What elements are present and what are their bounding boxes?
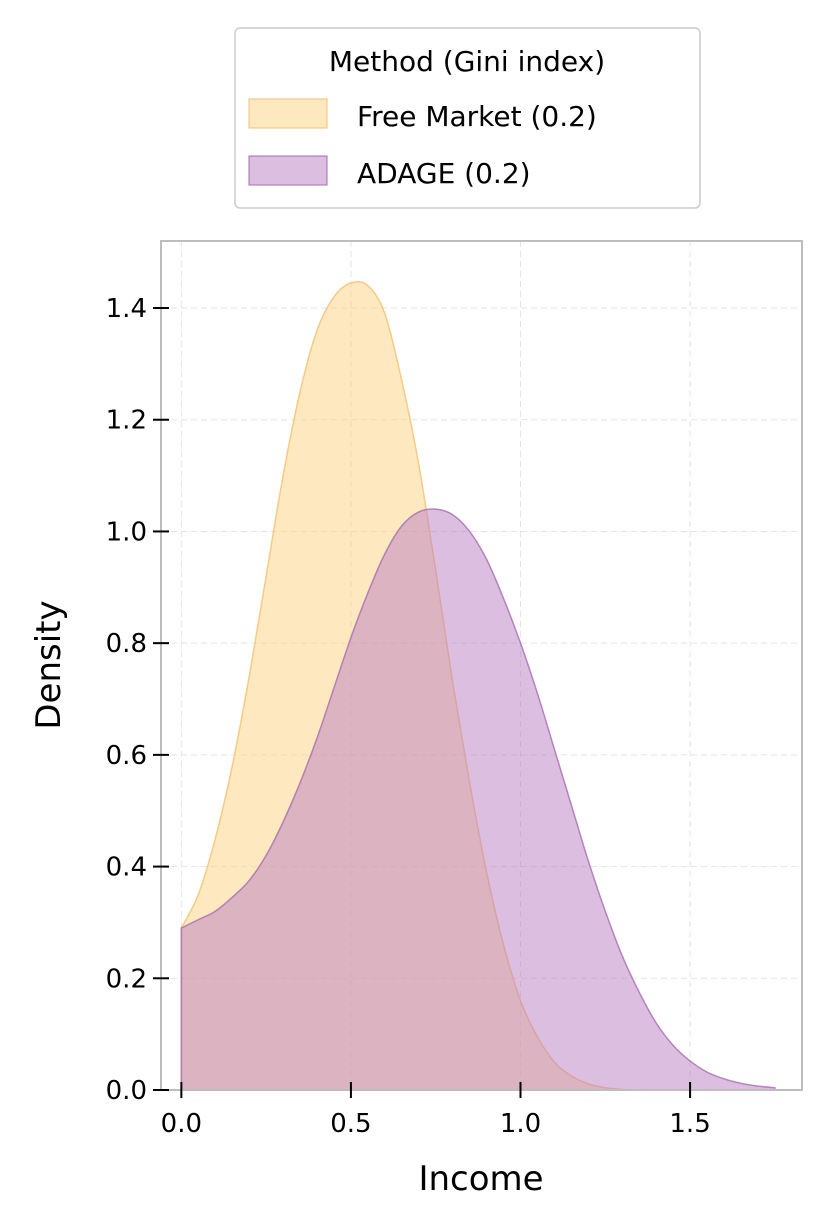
y-tick-label-4: 0.8	[106, 629, 147, 659]
legend-label-adage: ADAGE (0.2)	[357, 157, 531, 190]
y-tick-label-3: 0.6	[106, 741, 147, 771]
y-tick-label-6: 1.2	[106, 406, 147, 436]
axis-ticks: 0.0 0.5 1.0 1.5 0.0 0.2 0.4 0.6 0.8 1.0 1.2 1.4	[106, 294, 711, 1139]
legend-swatch-free-market	[248, 98, 328, 129]
legend: Method (Gini index) Free Market (0.2) AD…	[234, 27, 701, 209]
x-tick-label-3: 1.5	[669, 1109, 710, 1139]
legend-swatch-adage	[248, 155, 328, 186]
x-axis-label: Income	[418, 1159, 543, 1199]
x-tick-label-0: 0.0	[161, 1109, 202, 1139]
legend-label-free-market: Free Market (0.2)	[357, 100, 597, 133]
series-area-adage	[180, 508, 776, 1091]
y-tick-label-1: 0.2	[106, 964, 147, 994]
y-tick-label-5: 1.0	[106, 517, 147, 547]
plot-frame	[160, 240, 803, 1091]
y-tick-label-2: 0.4	[106, 853, 147, 883]
legend-title: Method (Gini index)	[329, 45, 605, 78]
x-tick-label-1: 0.5	[330, 1109, 371, 1139]
plot-series	[180, 280, 776, 1091]
legend-box	[234, 27, 701, 209]
y-tick-label-7: 1.4	[106, 294, 147, 324]
y-tick-label-0: 0.0	[106, 1076, 147, 1106]
y-axis-label: Density	[29, 600, 69, 729]
x-tick-label-2: 1.0	[500, 1109, 541, 1139]
